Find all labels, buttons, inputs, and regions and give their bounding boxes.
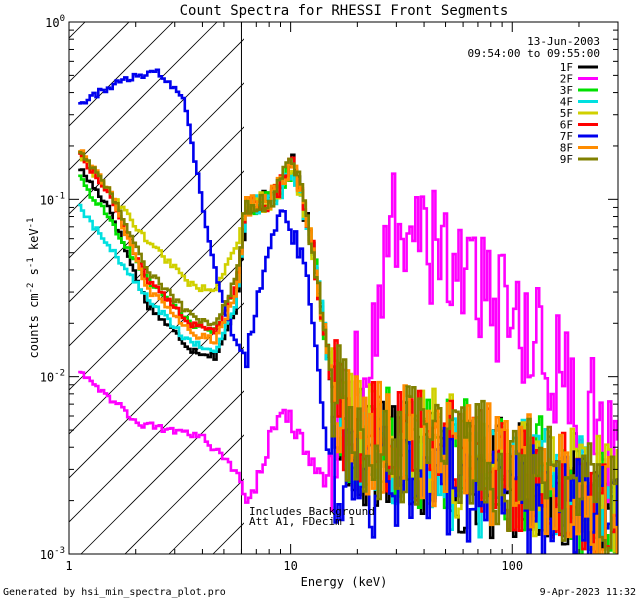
y-tick-label: 10-1 (40, 191, 65, 207)
chart-title: Count Spectra for RHESSI Front Segments (180, 3, 509, 19)
legend-label-3f: 3F (560, 84, 573, 97)
hatch-line (80, 390, 244, 554)
legend-label-2f: 2F (560, 73, 573, 86)
hatch-line (69, 38, 244, 215)
series-9f-line (78, 151, 618, 554)
legend-label-9f: 9F (560, 153, 573, 166)
legend-label-7f: 7F (560, 130, 573, 143)
legend-label-6f: 6F (560, 119, 573, 132)
y-tick-label: 100 (45, 14, 65, 30)
hatch-line (69, 346, 244, 523)
y-axis-label: counts cm-2 s-1 keV-1 (26, 218, 41, 359)
legend-label-1f: 1F (560, 61, 573, 74)
hatch-line (0, 14, 49, 554)
annotation-background: Includes Background (249, 505, 375, 518)
hatch-line (69, 22, 218, 171)
legend-label-5f: 5F (560, 107, 573, 120)
hatch-line (69, 22, 86, 39)
axis-ticks (68, 22, 619, 555)
legend-label-8f: 8F (560, 142, 573, 155)
hatch-line (69, 82, 244, 259)
hatch-line (69, 126, 244, 303)
legend-label-4f: 4F (560, 96, 573, 109)
hatch-line (69, 302, 244, 479)
generated-by: Generated by hsi_min_spectra_plot.pro (3, 587, 226, 598)
series-lines (78, 68, 618, 554)
plot-frame (68, 21, 619, 555)
time-range: 09:54:00 to 09:55:00 (468, 47, 600, 60)
footer-timestamp: 9-Apr-2023 11:32 (540, 587, 636, 598)
x-axis-label: Energy (keV) (301, 575, 388, 589)
hatch-line (124, 434, 244, 554)
y-tick-labels: 100 10-1 10-2 10-3 (40, 14, 65, 562)
hatch-line (69, 22, 174, 127)
y-tick-label: 10-2 (40, 369, 65, 385)
y-tick-label: 10-3 (40, 546, 65, 562)
x-tick-label: 10 (283, 559, 297, 573)
hatch-line (69, 170, 244, 347)
annotation-attenuator: Att A1, FDecim 1 (249, 515, 355, 528)
hatch-line (69, 214, 244, 391)
x-tick-label: 1 (65, 559, 72, 573)
x-tick-labels: 1 10 100 (65, 559, 523, 573)
observation-date: 13-Jun-2003 (527, 35, 600, 48)
x-tick-label: 100 (501, 559, 523, 573)
